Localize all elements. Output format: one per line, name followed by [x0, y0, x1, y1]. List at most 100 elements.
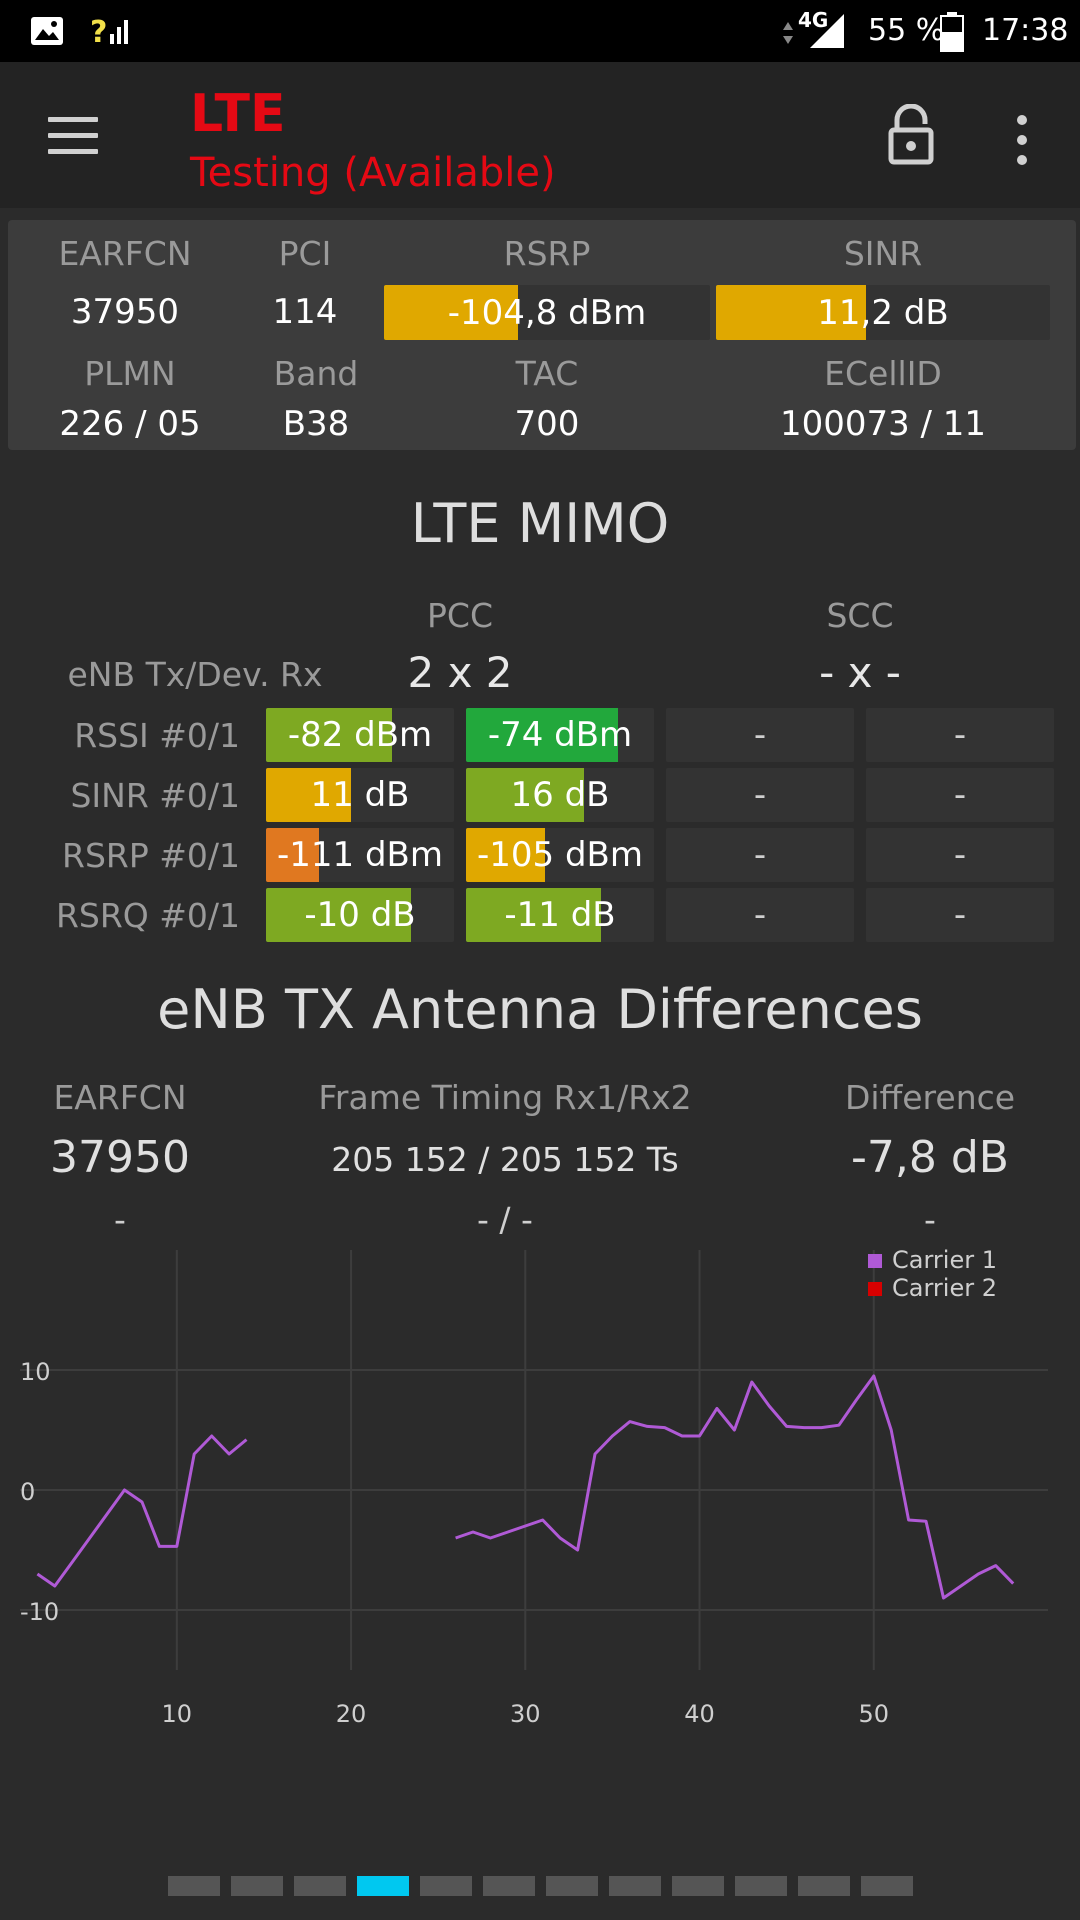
page-indicator-dot[interactable] [672, 1876, 724, 1896]
band-value: B38 [282, 404, 350, 444]
mimo-row-label: RSSI #0/1 [74, 716, 240, 755]
mimo-cell: -105 dBm [466, 828, 654, 882]
mimo-cell-value: 11 dB [310, 775, 410, 815]
cell-signal-icon [808, 12, 846, 50]
rsrp-value: -104,8 dBm [447, 292, 647, 333]
mimo-cell: - [866, 708, 1054, 762]
x-tick-label: 10 [162, 1700, 193, 1728]
mimo-cell-value: -10 dB [304, 895, 416, 935]
mimo-cell-value: - [753, 835, 767, 875]
scc-mimo-value: - x - [819, 648, 901, 697]
rsrp-bar: -104,8 dBm [384, 285, 710, 340]
mimo-row-label: RSRQ #0/1 [55, 896, 240, 935]
mimo-cell-value: - [753, 775, 767, 815]
pci-value: 114 [272, 292, 338, 332]
earfcn-value: 37950 [70, 292, 180, 332]
sinr-bar-fill [716, 285, 867, 340]
mimo-cell-value: - [953, 775, 967, 815]
clock: 17:38 [982, 13, 1069, 48]
plmn-value: 226 / 05 [59, 404, 201, 444]
pci-label: PCI [278, 234, 332, 273]
plmn-label: PLMN [84, 354, 176, 393]
legend-swatch [868, 1254, 882, 1268]
mimo-cell-fill [466, 828, 545, 882]
diff-difference-value-2: - [924, 1200, 936, 1239]
mimo-row-label: SINR #0/1 [70, 776, 240, 815]
series-line [455, 1374, 1015, 1600]
earfcn-label: EARFCN [58, 234, 192, 273]
mimo-cell-value: - [953, 715, 967, 755]
mimo-cell: -82 dBm [266, 708, 454, 762]
x-tick-label: 40 [684, 1700, 715, 1728]
app-bar: LTE Testing (Available) [0, 62, 1080, 208]
mimo-cell-value: - [953, 835, 967, 875]
page-indicator-dot[interactable] [861, 1876, 913, 1896]
mimo-cell-fill [466, 768, 585, 822]
y-tick-label: 0 [20, 1478, 35, 1506]
mimo-cell-fill [466, 888, 602, 942]
y-tick-label: -10 [20, 1598, 59, 1626]
tac-label: TAC [515, 354, 579, 393]
mimo-cell-value: 16 dB [510, 775, 610, 815]
signal-unknown-icon: ? [90, 12, 132, 50]
rsrp-label: RSRP [503, 234, 591, 273]
mimo-cell: - [666, 708, 854, 762]
page-indicator-dot[interactable] [483, 1876, 535, 1896]
app-subtitle: Testing (Available) [190, 150, 556, 196]
mimo-cell-value: -111 dBm [277, 835, 443, 875]
page-indicator-dot[interactable] [231, 1876, 283, 1896]
app-title: LTE [190, 84, 286, 144]
mimo-cell-value: - [753, 895, 767, 935]
menu-icon[interactable] [48, 117, 98, 165]
page-indicator-dot[interactable] [168, 1876, 220, 1896]
diff-frame-timing-value: 205 152 / 205 152 Ts [331, 1140, 679, 1179]
sinr-label: SINR [843, 234, 923, 273]
y-tick-label: 10 [20, 1358, 51, 1386]
band-label: Band [273, 354, 359, 393]
ecellid-label: ECellID [824, 354, 942, 393]
mimo-cell: - [666, 888, 854, 942]
tac-value: 700 [514, 404, 580, 444]
sinr-value: 11,2 dB [817, 292, 949, 333]
mimo-cell-value: - [953, 895, 967, 935]
lock-open-icon[interactable] [888, 103, 934, 166]
sinr-bar: 11,2 dB [716, 285, 1050, 340]
page-indicator-dot[interactable] [357, 1876, 409, 1896]
data-arrows-icon [782, 20, 794, 46]
scc-header: SCC [826, 596, 894, 635]
mimo-cell: - [866, 768, 1054, 822]
page-indicator-dot[interactable] [735, 1876, 787, 1896]
diff-frame-timing-value-2: - / - [477, 1200, 533, 1239]
x-tick-label: 50 [858, 1700, 889, 1728]
page-indicator-dot[interactable] [609, 1876, 661, 1896]
diff-earfcn-value-2: - [114, 1200, 126, 1239]
mimo-cell-fill [466, 708, 619, 762]
x-tick-label: 20 [336, 1700, 367, 1728]
ecellid-value: 100073 / 11 [779, 404, 987, 444]
mimo-cell-fill [266, 888, 411, 942]
mimo-cell: -11 dB [466, 888, 654, 942]
mimo-cell: -111 dBm [266, 828, 454, 882]
mimo-cell: -74 dBm [466, 708, 654, 762]
page-indicator-dot[interactable] [420, 1876, 472, 1896]
mimo-title: LTE MIMO [410, 492, 670, 555]
mimo-cell-fill [266, 828, 319, 882]
page-indicator-dot[interactable] [798, 1876, 850, 1896]
gallery-icon [30, 16, 64, 46]
diff-earfcn-value: 37950 [50, 1132, 190, 1183]
diff-difference-value: -7,8 dB [851, 1132, 1009, 1183]
page-indicator-dot[interactable] [546, 1876, 598, 1896]
mimo-cell: - [666, 828, 854, 882]
mimo-cell-fill [266, 708, 392, 762]
overflow-menu-icon[interactable] [1017, 115, 1027, 175]
pcc-header: PCC [427, 596, 493, 635]
pcc-mimo-value: 2 x 2 [407, 648, 513, 697]
legend-label: Carrier 2 [892, 1274, 997, 1302]
rsrp-bar-fill [384, 285, 518, 340]
enb-tx-dev-rx-label: eNB Tx/Dev. Rx [67, 655, 323, 694]
mimo-cell: - [666, 768, 854, 822]
page-indicator-dot[interactable] [294, 1876, 346, 1896]
battery-icon [940, 12, 964, 52]
diff-difference-header: Difference [844, 1078, 1016, 1117]
